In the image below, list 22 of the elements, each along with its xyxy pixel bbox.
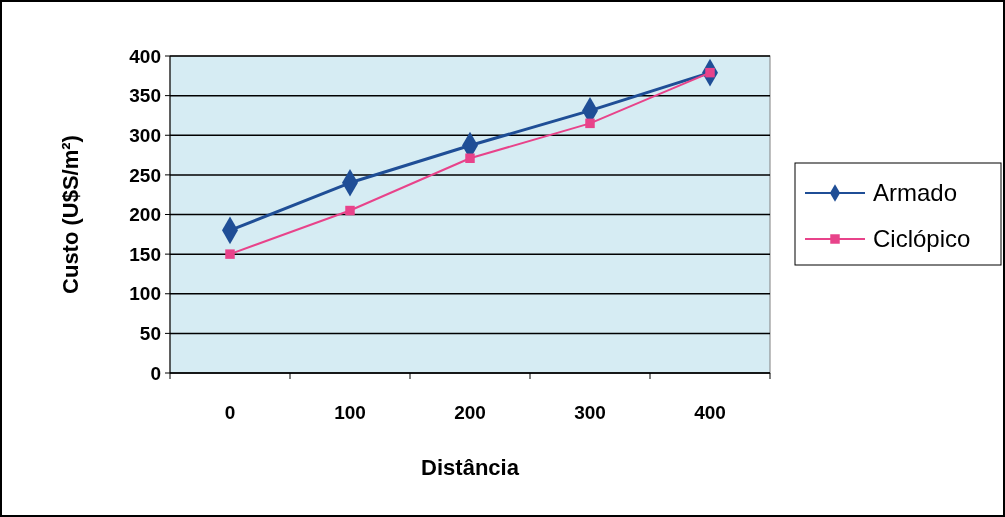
y-tick-label: 300 <box>129 124 161 146</box>
x-tick-label: 200 <box>454 402 486 423</box>
legend-label: Ciclópico <box>873 225 971 253</box>
y-tick-label: 100 <box>129 283 161 305</box>
x-tick-label: 0 <box>224 402 236 423</box>
x-tick-label: 300 <box>574 402 606 423</box>
y-axis-title: Custo (U$S/m²) <box>58 135 83 294</box>
x-axis-title: Distância <box>421 455 520 480</box>
y-tick-label: 150 <box>129 243 161 265</box>
y-tick-label: 200 <box>129 204 161 226</box>
x-tick-label: 100 <box>334 402 366 423</box>
y-tick-label: 250 <box>129 164 161 186</box>
y-tick-label: 0 <box>150 362 161 384</box>
point <box>465 153 475 163</box>
x-tick-label: 400 <box>694 402 726 423</box>
y-tick-label: 50 <box>139 323 161 345</box>
y-tick-label: 400 <box>129 45 161 67</box>
point <box>345 205 355 216</box>
point <box>225 249 235 259</box>
point <box>585 118 595 129</box>
y-tick-label: 350 <box>129 85 161 107</box>
legend-label: Armado <box>873 179 958 207</box>
